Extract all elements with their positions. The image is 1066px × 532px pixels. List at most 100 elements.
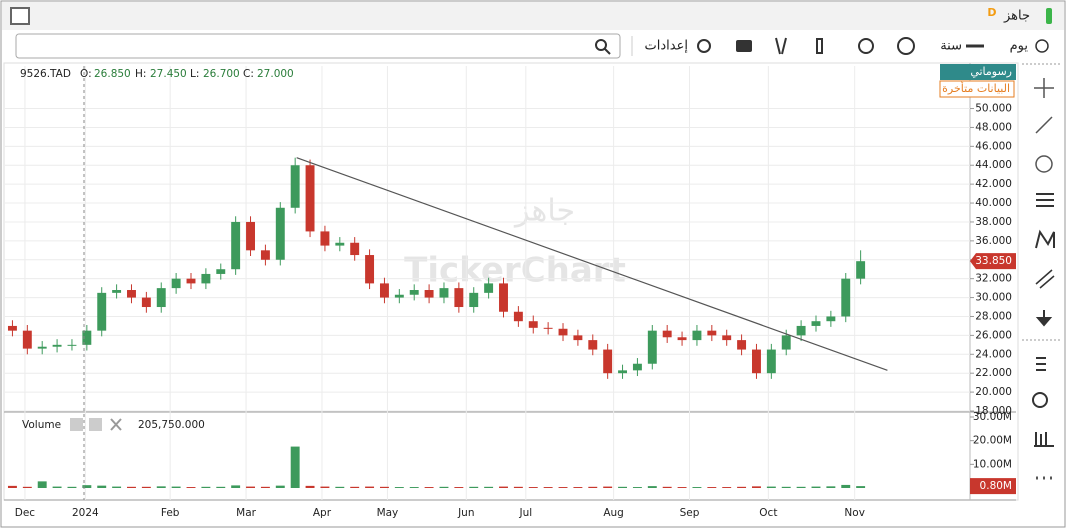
volume-bar — [231, 485, 241, 488]
auto-icon[interactable] — [858, 38, 874, 54]
x-tick-label: Jun — [457, 507, 474, 519]
list-tool[interactable] — [1036, 357, 1046, 371]
settings-label[interactable]: إعدادات — [645, 39, 688, 54]
volume-bar — [246, 486, 255, 488]
candle-body — [409, 290, 419, 295]
candle-body — [365, 255, 375, 284]
candle-body — [439, 288, 449, 298]
close-value: 27.000 — [257, 68, 294, 80]
y-tick-label: 30.000 — [975, 292, 1012, 304]
y-tick-label: 20.000 — [975, 386, 1012, 398]
delayed-label: البيانات متأخرة — [942, 80, 1010, 95]
y-tick-label: 28.000 — [975, 310, 1012, 322]
delayed-badge — [939, 80, 1015, 98]
y-tick-label: 20.00M — [973, 435, 1012, 447]
last-price-tag — [970, 253, 1016, 270]
status-indicator — [1046, 8, 1052, 24]
volume-bar — [841, 484, 851, 488]
x-tick-label: Oct — [759, 507, 777, 519]
volume-bar — [335, 486, 345, 488]
candle-body — [722, 335, 732, 341]
candle-body — [841, 278, 851, 317]
candle-body — [588, 340, 598, 350]
crosshair-tool[interactable] — [1034, 78, 1054, 98]
y-tick-label: 26.000 — [975, 329, 1012, 341]
x-tick-label: Dec — [15, 507, 36, 519]
candle-body — [558, 328, 568, 336]
last-price-label: 33.850 — [975, 255, 1012, 267]
volume-bar — [662, 486, 672, 488]
settings-button[interactable] — [89, 418, 102, 431]
volume-bar — [618, 486, 628, 488]
volume-bar — [603, 486, 613, 488]
pattern-tool[interactable] — [1035, 229, 1055, 249]
volume-bar — [632, 487, 642, 488]
candle-body — [826, 316, 836, 322]
candle-body — [246, 221, 255, 251]
candle-body — [781, 335, 791, 350]
indicators-icon[interactable] — [775, 37, 787, 55]
candle-body — [796, 325, 806, 336]
volume-bar — [171, 486, 181, 488]
settings-icon[interactable] — [697, 39, 711, 53]
year-button[interactable]: سنة — [940, 39, 962, 54]
volume-bar — [766, 486, 776, 488]
candle-body — [499, 283, 508, 312]
volume-bar — [186, 487, 196, 488]
open-value: 26.850 — [94, 68, 131, 80]
volume-bar — [141, 486, 151, 488]
day-button[interactable]: يوم — [1010, 39, 1029, 54]
volume-bar — [811, 486, 821, 488]
x-tick-label: Feb — [161, 507, 180, 519]
close-button[interactable] — [110, 418, 122, 431]
arrow-tool[interactable] — [1035, 310, 1053, 327]
candle-body — [484, 283, 494, 293]
volume-bar — [275, 485, 285, 488]
volume-bar — [37, 481, 47, 488]
candle-body — [112, 290, 122, 293]
my-charts-label[interactable]: رسوماتي — [970, 65, 1012, 78]
zoom-tool[interactable] — [1032, 392, 1048, 408]
window-icon[interactable] — [10, 7, 30, 25]
candle-body — [7, 325, 17, 331]
open-label: O: — [80, 68, 92, 80]
volume-bar — [320, 486, 330, 488]
volume-bar — [127, 486, 136, 488]
x-tick-label: 2024 — [72, 507, 99, 519]
fibonacci-tool[interactable] — [1036, 193, 1054, 207]
candle-body — [335, 242, 345, 246]
close-label: C: — [243, 68, 254, 80]
clock-icon[interactable] — [1035, 39, 1049, 53]
camera-icon[interactable] — [736, 40, 752, 52]
my-charts-badge[interactable] — [940, 64, 1016, 80]
visibility-button[interactable] — [70, 418, 83, 431]
volume-tool[interactable] — [1034, 432, 1054, 447]
y-tick-label: 10.00M — [973, 458, 1012, 470]
volume-bar — [573, 487, 583, 488]
candle-body — [379, 283, 389, 298]
volume-bar — [528, 487, 538, 488]
line-tool[interactable] — [1035, 116, 1053, 134]
ellipse-tool[interactable] — [1035, 155, 1053, 173]
candle-body — [37, 346, 47, 349]
volume-bar — [737, 486, 747, 488]
candle-body — [513, 311, 523, 322]
channel-tool[interactable] — [1035, 269, 1055, 289]
compare-icon[interactable] — [897, 37, 915, 55]
volume-title: Volume — [22, 419, 61, 431]
volume-bar — [647, 486, 657, 488]
volume-bar — [796, 486, 806, 488]
volume-bar — [484, 486, 494, 488]
candle-body — [647, 330, 657, 364]
search-box[interactable] — [15, 33, 621, 59]
search-button[interactable] — [595, 39, 611, 55]
candle-body — [766, 349, 776, 374]
symbol: 9526.TAD — [20, 68, 71, 80]
volume-bar — [409, 487, 419, 488]
y-tick-label: 36.000 — [975, 235, 1012, 247]
chart-type-icon[interactable] — [816, 38, 823, 54]
y-tick-label: 48.000 — [975, 121, 1012, 133]
volume-bar — [201, 486, 211, 488]
candle-body — [424, 290, 434, 298]
